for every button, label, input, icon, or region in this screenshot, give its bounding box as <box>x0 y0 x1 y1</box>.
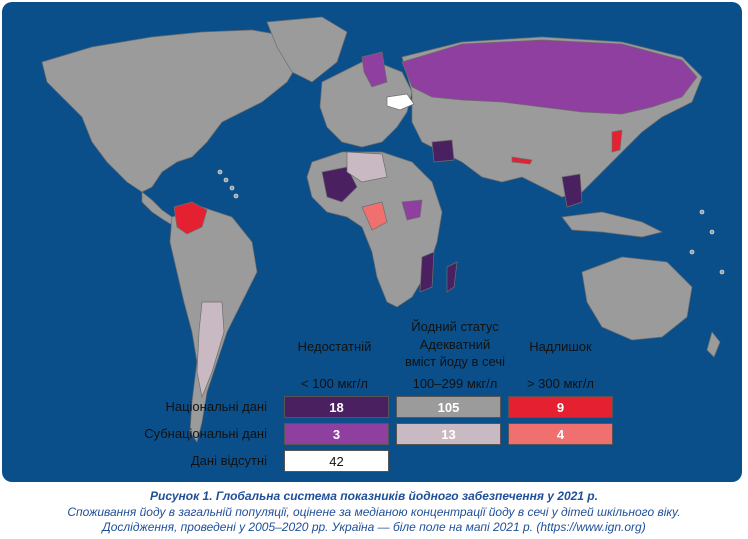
central-africa-region <box>361 201 388 231</box>
world-map <box>2 2 742 482</box>
caption-title: Рисунок 1. Глобальна система показників … <box>150 489 598 503</box>
middle-east-region <box>431 139 455 163</box>
legend-range-excess: > 300 мкг/л <box>526 376 595 391</box>
row-label-national: Національні дані <box>165 399 267 414</box>
argentina-region <box>196 301 225 399</box>
status-title: Йодний статус <box>411 319 499 334</box>
russia-region <box>401 39 698 115</box>
legend-range-adequate: 100–299 мкг/л <box>412 376 498 391</box>
legend-category-insufficient: Недостатній <box>297 339 372 354</box>
row-label-no-data: Дані відсутні <box>190 453 267 468</box>
east-africa-region <box>401 199 423 221</box>
colombia-region <box>173 201 208 235</box>
cell-subnational-excess: 4 <box>508 423 613 445</box>
cell-national-excess: 9 <box>508 396 613 418</box>
cell-no-data: 42 <box>284 450 389 472</box>
ukraine-region <box>386 93 415 111</box>
pacific-islands <box>217 169 725 275</box>
cell-subnational-adequate: 13 <box>396 423 501 445</box>
scandinavia-region <box>361 51 388 88</box>
cell-national-insufficient: 18 <box>284 396 389 418</box>
australia-landmass <box>581 256 693 341</box>
mozambique-region <box>419 251 435 293</box>
indonesia-landmass <box>561 211 664 238</box>
west-africa-region <box>321 166 358 203</box>
madagascar-region <box>446 261 458 293</box>
cell-subnational-insufficient: 3 <box>284 423 389 445</box>
north-america-landmass <box>41 29 303 193</box>
caption-line-2: Споживання йоду в загальній популяції, о… <box>67 505 681 519</box>
legend-category-excess: Надлишок <box>529 339 592 354</box>
north-africa-region <box>346 151 388 183</box>
world-map-svg <box>41 16 725 443</box>
greenland-landmass <box>266 16 348 83</box>
nepal-region <box>511 156 533 165</box>
caption-line-3: Дослідження, проведені у 2005–2020 рр. У… <box>102 520 646 534</box>
korea-region <box>611 129 623 153</box>
legend-range-insufficient: < 100 мкг/л <box>300 376 369 391</box>
row-label-subnational: Субнаціональні дані <box>144 426 267 441</box>
new-zealand-landmass <box>706 331 721 358</box>
legend-category-adequate: Адекватний вміст йоду в сечі <box>404 337 506 369</box>
cell-national-adequate: 105 <box>396 396 501 418</box>
indochina-region <box>561 173 583 208</box>
